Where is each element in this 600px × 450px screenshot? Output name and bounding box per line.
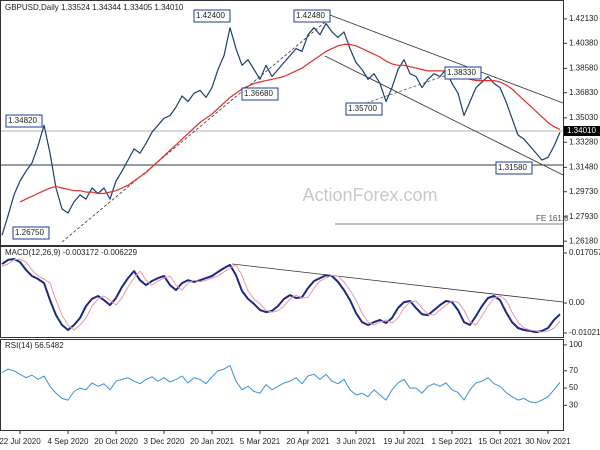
y-tick-label: 100	[569, 340, 583, 349]
y-tick-label: 70	[569, 366, 578, 375]
macd-title: MACD(12,26,9) -0.003172 -0.006229	[5, 248, 138, 257]
y-tick-label: 1.35030	[569, 113, 598, 122]
annotation: FE 161.8	[536, 214, 569, 223]
macd-panel	[0, 246, 564, 338]
last-price-label: 1.34010	[567, 126, 596, 135]
annotation-box	[293, 9, 331, 23]
y-tick-label: 1.36830	[569, 88, 598, 97]
y-tick-label: 1.29730	[569, 187, 598, 196]
annotation-box	[5, 114, 43, 128]
y-tick-label: 1.26180	[569, 236, 598, 245]
y-tick-label: 1.40380	[569, 38, 598, 47]
macd-trendline	[231, 263, 564, 303]
x-tick-label: 30 Nov 2021	[525, 437, 571, 446]
x-tick-label: 3 Dec 2020	[144, 437, 185, 446]
series-line	[1, 22, 561, 236]
neckline-dashed	[351, 73, 451, 109]
y-tick-label: -0.010219	[569, 328, 600, 337]
x-tick-label: 1 Sep 2021	[432, 437, 473, 446]
channel-upper	[329, 14, 564, 104]
y-tick-label: 0.017057	[569, 248, 600, 257]
annotation-box	[444, 66, 482, 80]
annotation: 1.31580	[498, 163, 527, 172]
x-tick-label: 22 Jul 2020	[0, 437, 41, 446]
annotation: 1.42480	[296, 11, 325, 20]
y-tick-label: 1.27930	[569, 212, 598, 221]
annotation-box	[345, 102, 383, 116]
y-tick-label: 30	[569, 400, 578, 409]
annotation: 1.35700	[348, 104, 377, 113]
y-tick-label: 0.00	[569, 298, 585, 307]
annotation: 1.38330	[447, 68, 476, 77]
x-tick-label: 20 Oct 2020	[94, 437, 138, 446]
watermark: ActionForex.com	[302, 185, 437, 205]
rsi-title: RSI(14) 56.5482	[5, 341, 64, 350]
y-tick-label: 50	[569, 383, 578, 392]
annotation-box	[193, 9, 231, 23]
layout	[0, 14, 564, 303]
x-tick-label: 4 Sep 2020	[48, 437, 89, 446]
annotation: 1.42400	[196, 11, 225, 20]
annotation: 1.36680	[244, 89, 273, 98]
series-line	[1, 258, 561, 334]
chart-title: GBPUSD,Daily 1.33524 1.34344 1.33405 1.3…	[5, 3, 184, 12]
annotation: 1.34820	[8, 116, 37, 125]
series-line	[1, 258, 561, 333]
rsi-panel	[0, 339, 564, 431]
y-tick-label: 1.31480	[569, 162, 598, 171]
x-tick-label: 5 Mar 2021	[240, 437, 281, 446]
channel-lower	[324, 55, 564, 176]
annotation-box	[495, 161, 533, 175]
x-tick-label: 3 Jun 2021	[336, 437, 376, 446]
annotation: 1.26750	[15, 228, 44, 237]
series-line	[1, 365, 561, 404]
price-panel	[0, 0, 564, 246]
x-tick-label: 20 Apr 2021	[286, 437, 330, 446]
annotation-box	[241, 87, 279, 101]
annotation-box	[12, 226, 50, 240]
y-tick-label: 1.38580	[569, 63, 598, 72]
trend-dashed	[61, 17, 331, 243]
y-tick-label: 1.42130	[569, 14, 598, 23]
x-tick-label: 15 Oct 2021	[478, 437, 522, 446]
last-price-box	[564, 126, 600, 136]
y-tick-label: 1.33280	[569, 137, 598, 146]
x-tick-label: 20 Jan 2021	[190, 437, 235, 446]
x-tick-label: 19 Jul 2021	[383, 437, 425, 446]
